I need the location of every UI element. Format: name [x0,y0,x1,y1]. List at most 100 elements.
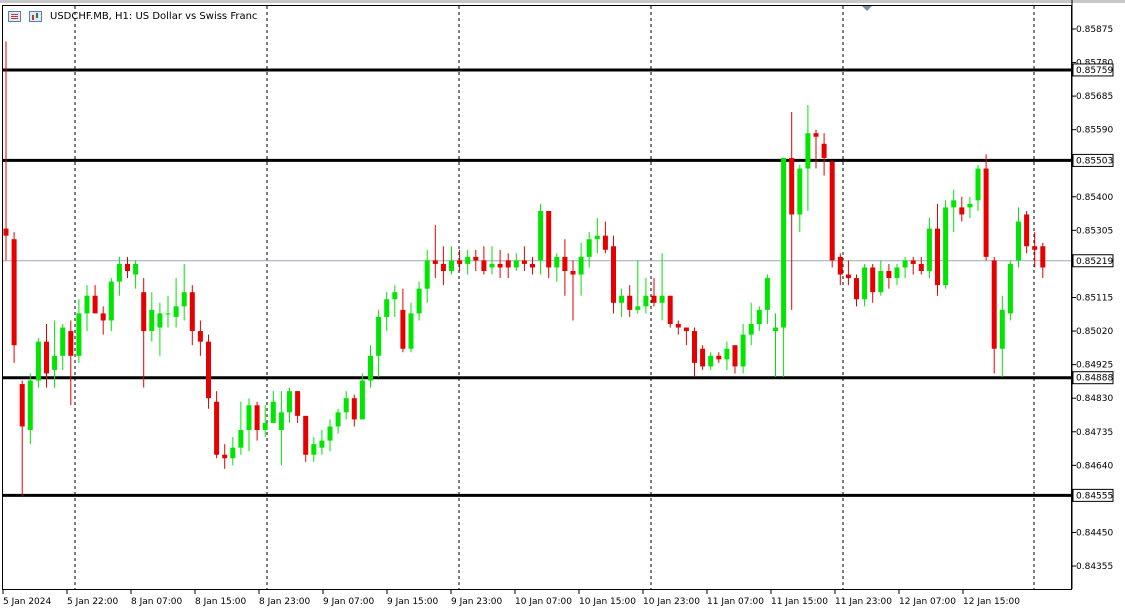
candle [457,249,463,271]
candle [708,352,714,370]
candle-body [781,157,787,328]
x-tick-label: 9 Jan 07:00 [323,597,375,607]
candle-body [44,341,49,374]
candle-body [627,295,633,310]
candle-body [578,256,584,275]
candle-body [473,256,479,261]
candle-body [854,278,859,300]
candle-body [716,355,722,360]
candle [781,157,787,377]
candle-body [68,331,74,356]
candle-body [489,263,495,268]
y-tick-label: 0.84355 [1076,562,1113,572]
candle [432,225,438,279]
candle [659,253,665,321]
candle-body [505,260,511,268]
candle [505,253,511,279]
candle [643,278,649,314]
candle-body [1040,246,1046,268]
x-tick-label: 5 Jan 22:00 [67,597,119,607]
candle [530,256,535,275]
candle [157,302,163,356]
candle [189,285,195,346]
candle-body [602,235,608,250]
candle [181,263,187,321]
candle [76,299,82,363]
chart-shift-marker [862,6,872,11]
candle-body [327,426,333,441]
candle-body [943,207,949,286]
candle-body [805,133,811,169]
candle-body [611,246,616,303]
candle-body [635,306,641,310]
candle [554,253,560,282]
candle-body [999,309,1005,349]
candle-body [829,161,835,261]
candle-body [513,260,519,268]
candle [303,415,309,462]
x-tick-label: 11 Jan 15:00 [771,597,828,607]
candle [27,373,33,445]
y-tick-label: 0.85305 [1076,226,1113,236]
candle-body [270,401,276,423]
candle [473,249,479,271]
candle [481,246,487,275]
candle-body [157,313,163,328]
candle-body [465,256,471,264]
candle-body [27,380,33,430]
candle [651,278,657,307]
candle [870,263,876,303]
bid-price-label: 0.85219 [1076,257,1113,267]
candle-body [262,422,268,430]
candle-body [287,391,292,413]
x-tick-label: 8 Jan 15:00 [195,597,247,607]
candle [327,419,333,452]
candle [311,437,317,462]
candle [797,165,803,233]
candle [716,352,722,363]
candle [1032,232,1038,268]
list-icon[interactable] [8,11,21,22]
candle-body [675,324,681,328]
level-price-label-box [1072,63,1114,77]
candle-body [125,263,130,271]
bar-chart-icon[interactable] [29,11,42,22]
candle [910,256,916,275]
candle-body [3,228,9,236]
candle-body [76,313,82,356]
candle-body [975,168,981,201]
horizontal-levels [3,68,1071,497]
candle-body [530,263,535,268]
candle [100,306,106,335]
candle-body [845,274,851,279]
candle [254,401,260,441]
candle-body [416,288,422,314]
candle-body [343,398,349,413]
candle-body [586,239,592,257]
candle-body [254,405,260,430]
candle [983,154,989,261]
candle-body [1024,214,1030,247]
candle [108,278,114,332]
candle-body [959,207,965,215]
candle-body [546,210,552,268]
candle [222,444,228,469]
candle [230,437,236,466]
candle [675,320,681,335]
candle [562,239,568,296]
candle [165,295,171,328]
candle-body [837,256,843,275]
candle [732,345,738,374]
candle [1040,242,1046,279]
level-price-label-box [1072,371,1114,385]
candle-body [376,316,382,356]
candle-body [1032,246,1038,250]
candle [335,408,341,434]
candle [513,253,519,271]
candle-body [497,263,503,268]
candle-body [643,295,649,307]
y-tick-label: 0.85020 [1076,327,1113,337]
y-tick-label: 0.85590 [1076,126,1113,136]
candle-body [11,239,17,346]
